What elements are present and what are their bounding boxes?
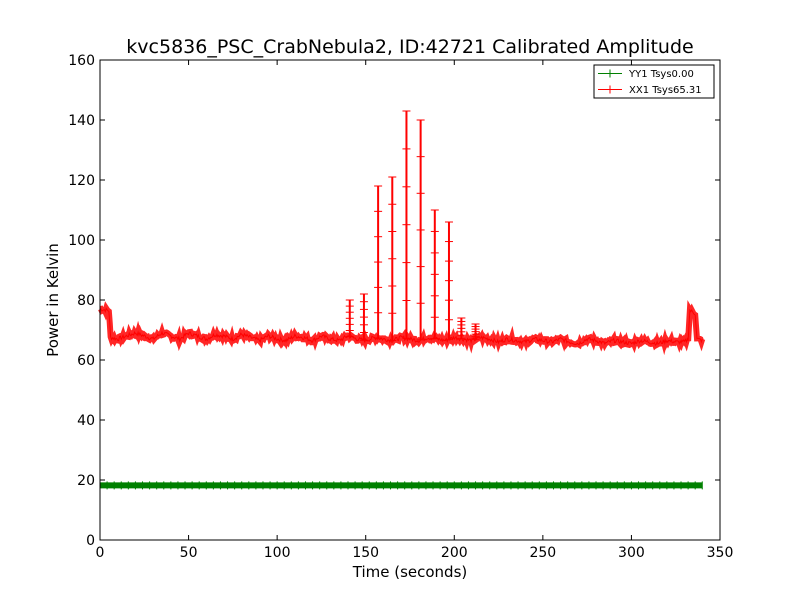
- x-tick-label: 200: [441, 545, 468, 561]
- legend-label-xx1: XX1 Tsys65.31: [629, 85, 702, 96]
- x-tick-label: 100: [264, 545, 291, 561]
- x-tick-label: 0: [96, 545, 105, 561]
- x-tick-label: 350: [707, 545, 734, 561]
- x-tick-label: 300: [618, 545, 645, 561]
- legend-label-yy1: YY1 Tsys0.00: [628, 69, 694, 80]
- series-xx1-markers-band: [98, 300, 706, 356]
- plot-area: [98, 110, 706, 490]
- y-tick-label: 0: [86, 533, 95, 549]
- y-tick-label: 20: [77, 473, 95, 489]
- x-tick-label: 250: [529, 545, 556, 561]
- x-axis-label: Time (seconds): [352, 563, 468, 581]
- y-tick-label: 120: [68, 173, 95, 189]
- y-tick-label: 100: [68, 233, 95, 249]
- y-tick-label: 160: [68, 53, 95, 69]
- legend: YY1 Tsys0.00 XX1 Tsys65.31: [593, 64, 715, 99]
- y-tick-label: 80: [77, 293, 95, 309]
- legend-box: [593, 64, 715, 99]
- axis-ticks: 0 50 100 150 200 250 300 350 0 20 40 60 80 100 120 140 1…: [68, 53, 733, 561]
- y-tick-label: 60: [77, 353, 95, 369]
- y-tick-label: 140: [68, 113, 95, 129]
- x-tick-label: 150: [352, 545, 379, 561]
- y-axis-label: Power in Kelvin: [44, 243, 62, 357]
- y-tick-label: 40: [77, 413, 95, 429]
- x-tick-label: 50: [180, 545, 198, 561]
- chart-title: kvc5836_PSC_CrabNebula2, ID:42721 Calibr…: [126, 36, 693, 58]
- plot-frame: [99, 59, 721, 541]
